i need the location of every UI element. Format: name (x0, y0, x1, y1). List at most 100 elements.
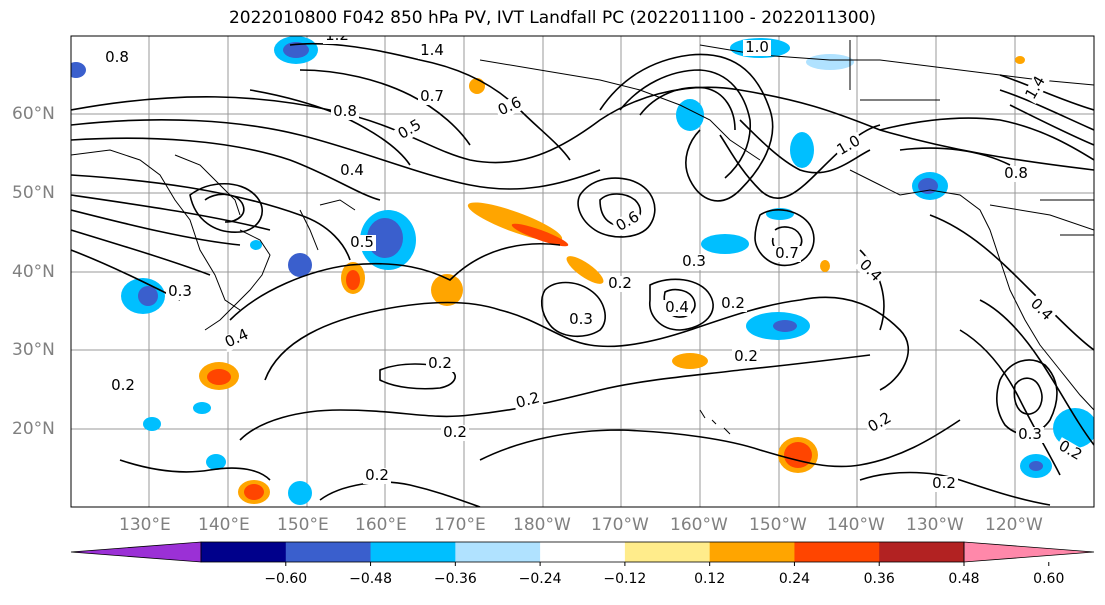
contour-label-background (418, 89, 446, 105)
contour-label: 0.2 (428, 354, 452, 372)
contour-label-background (930, 476, 958, 492)
contour-label: 0.7 (775, 244, 799, 262)
colorbar-tick-label: −0.48 (349, 571, 392, 587)
colorbar-segment (540, 542, 626, 562)
longitude-label: 140°W (827, 515, 885, 535)
contour-label: 0.2 (514, 388, 542, 412)
contour-label: 0.2 (111, 376, 135, 394)
contour-label-background (732, 349, 760, 365)
contour-label-background (426, 356, 454, 372)
longitude-label: 170°E (434, 515, 486, 535)
positive-anomaly-patch (469, 78, 485, 94)
negative-anomaly-patch (283, 42, 309, 58)
longitude-label: 150°E (277, 515, 329, 535)
colorbar-tick-label: −0.60 (264, 571, 308, 587)
contour-label: 0.2 (734, 347, 758, 365)
contour-label: 0.2 (365, 466, 389, 484)
colorbar-tick-label: −0.24 (518, 571, 562, 587)
graticule (71, 36, 1094, 507)
contour-label-background (348, 235, 376, 251)
colorbar-tick-label: −0.36 (433, 571, 477, 587)
contour-label: 0.2 (721, 294, 745, 312)
colorbar-segment (285, 542, 372, 562)
colorbar-tick-label: 0.60 (1033, 571, 1065, 587)
contour-label-background (512, 389, 544, 413)
contour-label: 1.2 (325, 26, 349, 44)
positive-anomaly-patch (346, 270, 360, 290)
positive-anomaly-patch (244, 484, 264, 500)
contour-label-background (393, 116, 427, 144)
contour-label-background (1053, 437, 1087, 465)
colorbar-segment (455, 542, 541, 562)
positive-anomaly-patch (207, 369, 231, 385)
positive-anomaly-patch (784, 442, 812, 468)
colorbar-tick-label: −0.12 (603, 571, 647, 587)
longitude-label: 130°W (906, 515, 964, 535)
contour-label: 0.3 (682, 252, 706, 270)
positive-anomaly-patch (431, 274, 463, 306)
longitude-label: 160°W (670, 515, 728, 535)
negative-anomaly-patch (250, 240, 262, 250)
negative-anomaly-patch (773, 320, 797, 332)
contour-label: 0.8 (105, 48, 129, 66)
contour-label-background (220, 325, 254, 353)
colorbar-extend-min (70, 541, 202, 563)
contour-label-background (418, 43, 446, 59)
colorbar-outline (200, 541, 965, 563)
negative-anomaly-patch (806, 54, 854, 70)
negative-anomaly-patch (138, 286, 158, 306)
colorbar-segment (794, 542, 880, 562)
negative-anomaly-patch (206, 454, 226, 470)
colorbar-segment (201, 542, 287, 562)
contour-label: 0.7 (420, 87, 444, 105)
colorbar-segment (624, 542, 711, 562)
contour-label-background (663, 300, 691, 316)
contour-label: 0.3 (168, 282, 192, 300)
negative-anomaly-patch (193, 402, 211, 414)
contour-label-background (103, 50, 131, 66)
contour-labels: 0.81.21.4 1.01.40.70.8 0.60.50.41.00.80.60… (103, 26, 1087, 492)
contour-label: 0.8 (1004, 164, 1028, 182)
longitude-label: 120°W (985, 515, 1043, 535)
latitude-label: 40°N (12, 262, 55, 282)
negative-anomaly-patch (1029, 461, 1043, 471)
positive-anomaly-patch (1015, 56, 1025, 64)
pv-shading (71, 36, 1094, 505)
contour-label-background (166, 284, 194, 300)
colorbar-tick-label: 0.48 (948, 571, 980, 587)
contour-label-background (832, 132, 866, 160)
contour-label-background (743, 40, 771, 56)
contour-label-background (1016, 427, 1044, 443)
negative-anomaly-patch (143, 417, 161, 431)
negative-anomaly-patch (71, 62, 86, 78)
contour-label-background (441, 425, 469, 441)
colorbar-segment (709, 542, 795, 562)
negative-anomaly-patch (288, 253, 312, 277)
contour-label: 0.4 (340, 161, 364, 179)
contour-label-background (854, 255, 886, 287)
colorbar-tick-label: 0.12 (694, 571, 726, 587)
colorbar-tick-label: 0.24 (778, 571, 811, 587)
longitude-label: 180°W (513, 515, 571, 535)
negative-anomaly-patch (701, 234, 749, 254)
latitude-label: 30°N (12, 340, 55, 360)
latitude-label: 60°N (12, 104, 55, 124)
contour-label: 0.4 (665, 298, 689, 316)
positive-anomaly-patch (820, 260, 830, 272)
contour-label-background (1022, 71, 1050, 105)
contour-label: 0.8 (333, 102, 357, 120)
contour-label: 0.2 (608, 274, 632, 292)
negative-anomaly-patch (790, 132, 814, 168)
contour-label-background (680, 254, 708, 270)
contour-label-background (363, 468, 391, 484)
contour-label-background (567, 312, 595, 328)
longitude-label: 130°E (119, 515, 171, 535)
latitude-label: 20°N (12, 419, 55, 439)
contour-label: 0.3 (569, 310, 593, 328)
contour-label-background (338, 163, 366, 179)
longitude-label: 140°E (198, 515, 250, 535)
map-frame (70, 35, 1095, 508)
positive-anomaly-patch (566, 256, 604, 284)
positive-anomaly-patch (672, 353, 708, 369)
negative-anomaly-patch (288, 481, 312, 505)
